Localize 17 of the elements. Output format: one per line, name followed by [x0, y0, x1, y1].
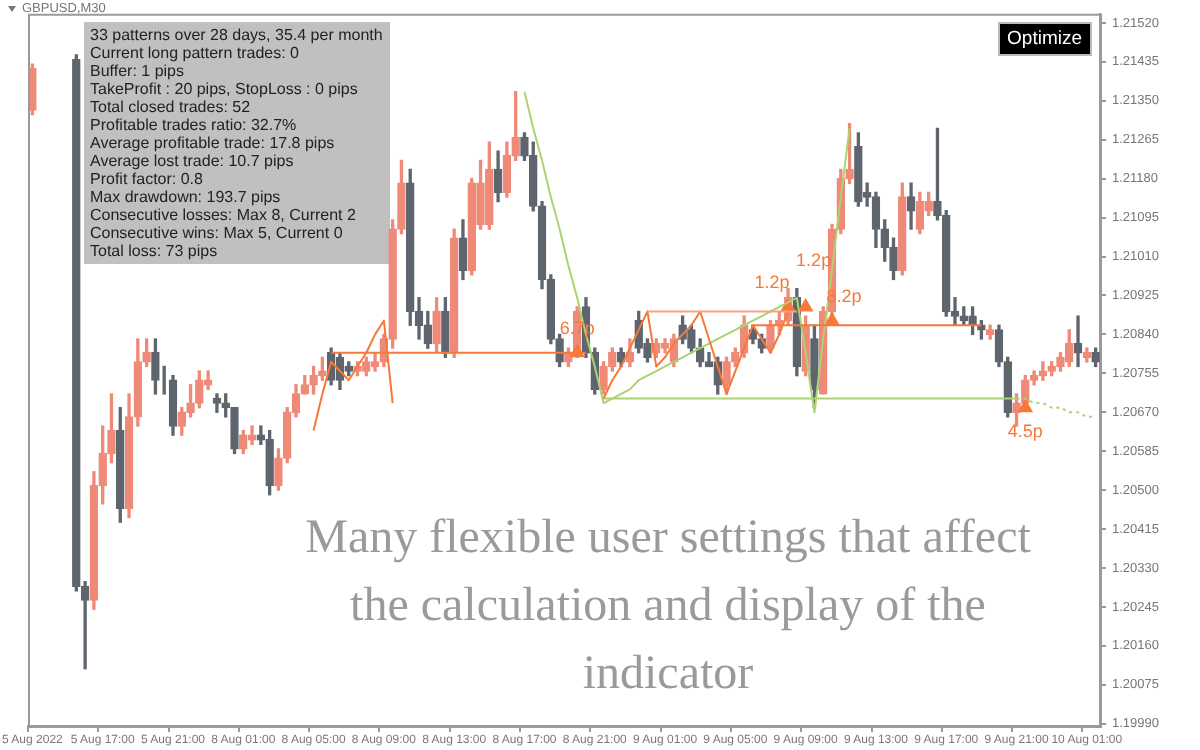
annotation: Max drawdown: 193.7 pips [90, 188, 283, 206]
annotation: Current long pattern trades: 0 [90, 44, 302, 62]
annotation: Consecutive losses: Max 8, Current 2 [90, 206, 358, 224]
annotation: TakeProfit : 20 pips, StopLoss : 0 pips [90, 80, 360, 98]
annotation: Many flexible user settings that affect the calculation and display of the indicator [303, 510, 1033, 704]
annotation: Total loss: 73 pips [90, 242, 220, 260]
annotation: Buffer: 1 pips [90, 62, 186, 80]
annotation: Optimize [997, 22, 1092, 56]
annotation: 33 patterns over 28 days, 35.4 per month [90, 26, 383, 44]
annotation: Average lost trade: 10.7 pips [90, 152, 296, 170]
annotation: Profit factor: 0.8 [90, 170, 205, 188]
annotation: 1.2p [754, 271, 790, 292]
annotation: Total closed trades: 52 [90, 98, 253, 116]
annotation: 4.5p [1007, 420, 1043, 441]
annotation: Profitable trades ratio: 32.7% [90, 116, 299, 134]
annotation: Average profitable trade: 17.8 pips [90, 134, 337, 152]
annotation: Consecutive wins: Max 5, Current 0 [90, 224, 345, 242]
